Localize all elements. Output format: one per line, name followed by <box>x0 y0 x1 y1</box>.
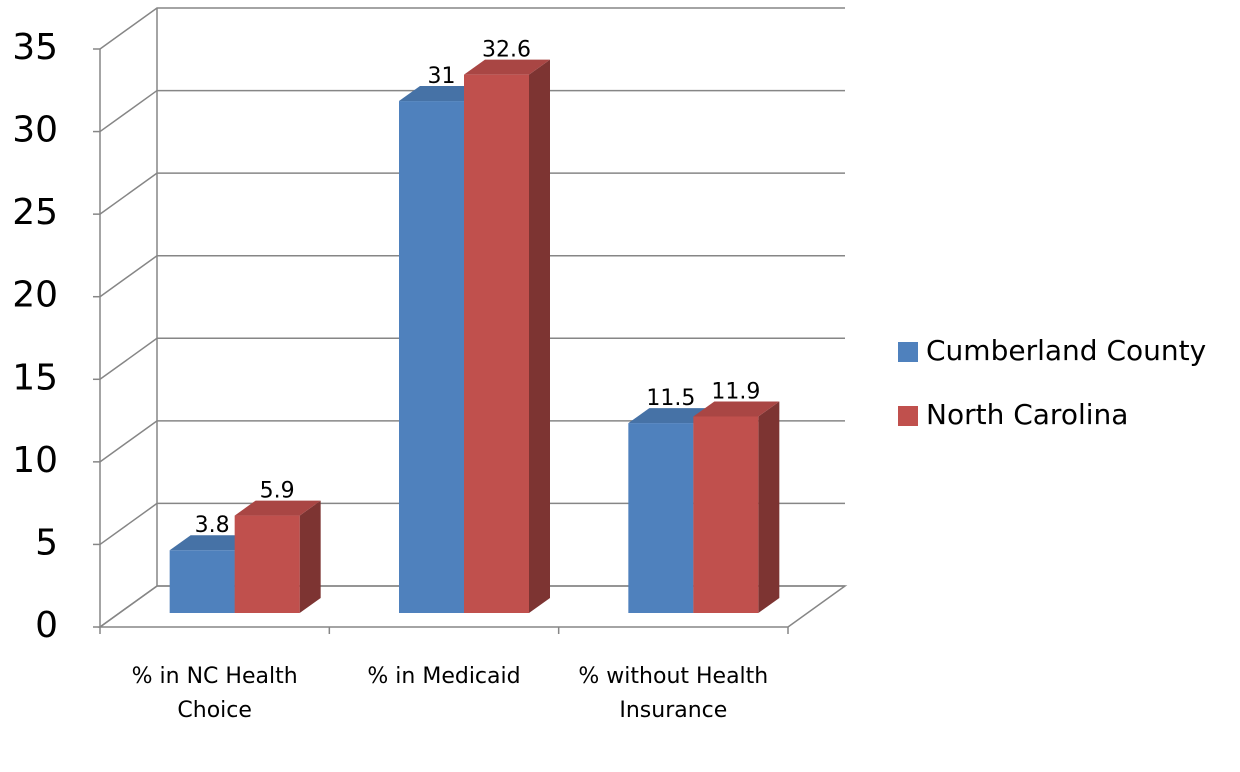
bar <box>464 74 529 614</box>
y-tick-label: 35 <box>12 27 58 68</box>
data-label: 11.5 <box>646 386 695 411</box>
bar-top <box>464 59 550 75</box>
grid-line <box>99 585 845 628</box>
bar-side <box>529 59 550 614</box>
grid-line <box>99 254 845 298</box>
y-tick-label: 5 <box>35 522 58 563</box>
bar <box>399 101 464 614</box>
grid-line <box>99 337 845 380</box>
bar <box>628 423 694 613</box>
data-label: 31 <box>428 64 456 89</box>
grid-line <box>99 89 845 133</box>
bar-side <box>758 401 780 613</box>
bar-side <box>299 500 321 613</box>
bar-top <box>169 535 256 551</box>
x-tick-label: % in Medicaid <box>367 664 521 689</box>
x-tick-label: % without Health Insurance <box>578 664 769 723</box>
bar-top <box>628 408 715 424</box>
bar <box>169 550 235 613</box>
bar-top <box>234 500 321 516</box>
grid-line <box>99 420 845 463</box>
data-label: 3.8 <box>195 513 230 538</box>
bar <box>234 515 300 613</box>
bar-top <box>399 86 485 102</box>
data-label: 11.9 <box>711 379 760 404</box>
x-tick-label: % in NC Health Choice <box>131 664 298 723</box>
legend-swatch <box>898 406 918 426</box>
data-label: 5.9 <box>260 479 295 504</box>
y-tick-label: 15 <box>12 357 58 398</box>
grid-line <box>99 172 845 215</box>
data-label: 32.6 <box>482 38 531 63</box>
legend-label: Cumberland County <box>926 334 1206 367</box>
y-tick-label: 10 <box>12 440 58 481</box>
bar-top <box>693 401 780 417</box>
y-tick-label: 30 <box>12 110 58 151</box>
grid-line <box>99 502 845 546</box>
grid-line <box>99 7 845 50</box>
y-tick-label: 20 <box>12 275 58 316</box>
y-tick-label: 0 <box>35 605 58 646</box>
y-tick-label: 25 <box>12 192 58 233</box>
legend-label: North Carolina <box>926 398 1128 431</box>
bar <box>693 416 759 613</box>
legend-swatch <box>898 342 918 362</box>
